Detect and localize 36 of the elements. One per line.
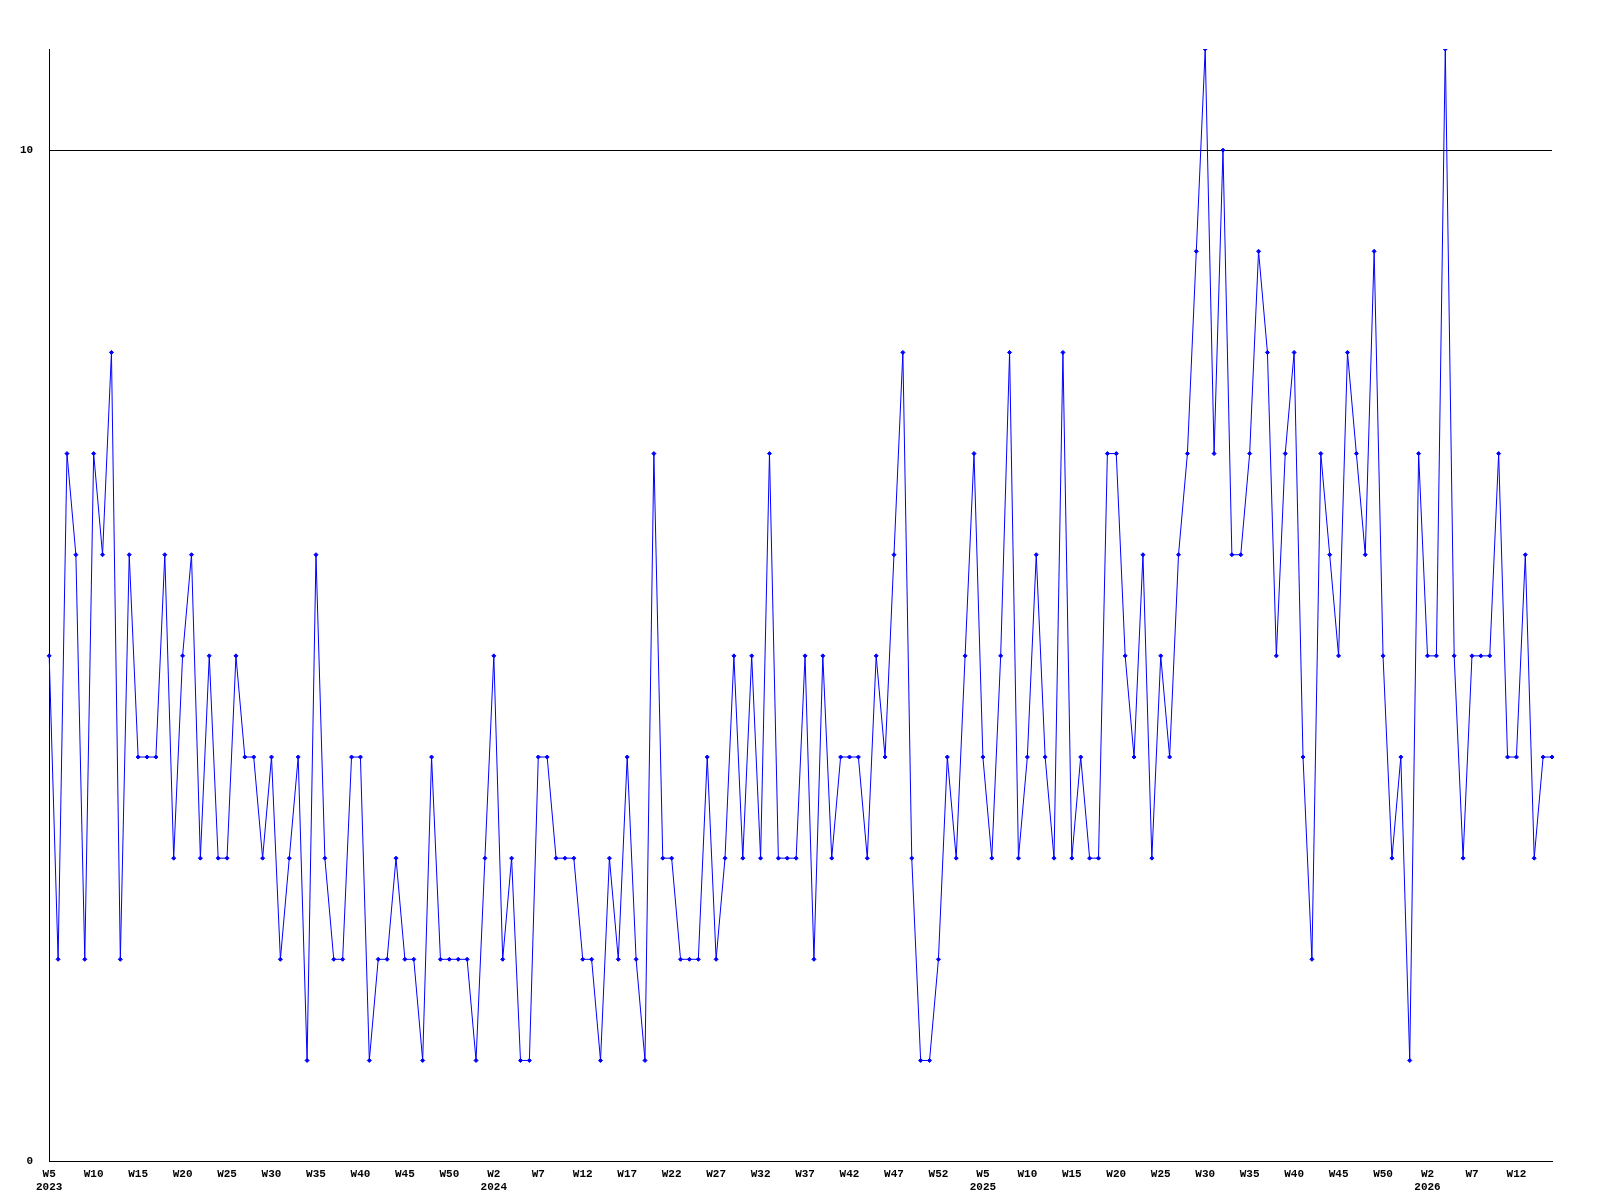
x-tick-label: W15 xyxy=(128,1167,149,1180)
x-tick-label: W37 xyxy=(795,1167,815,1180)
x-tick-label: W12 xyxy=(1506,1167,1527,1180)
y-tick-label: 10 xyxy=(20,143,34,156)
x-tick-label: W25 xyxy=(217,1167,238,1180)
y-tick-label: 0 xyxy=(26,1155,34,1168)
x-tick-label: W10 xyxy=(83,1167,104,1180)
x-tick-label: W30 xyxy=(1195,1167,1216,1180)
x-tick-label: W20 xyxy=(1106,1167,1127,1180)
x-tick-label: W45 xyxy=(1328,1167,1349,1180)
x-tick-label: W35 xyxy=(1239,1167,1260,1180)
x-tick-label: W25 xyxy=(1150,1167,1172,1180)
x-tick-label: W42 xyxy=(839,1167,860,1180)
x-tick-label: W52 xyxy=(928,1167,949,1180)
x-tick-label: W47 xyxy=(884,1167,904,1180)
x-tick-label: W15 xyxy=(1061,1167,1083,1180)
x-tick-label: W17 xyxy=(617,1167,638,1180)
x-tick-label: W35 xyxy=(306,1167,327,1180)
x-tick-label: W12 xyxy=(572,1167,593,1180)
x-tick-label: W20 xyxy=(172,1167,193,1180)
x-tick-label: W2 2024 xyxy=(480,1167,508,1194)
x-tick-label: W22 xyxy=(661,1167,682,1180)
x-tick-label: W32 xyxy=(750,1167,771,1180)
x-tick-label: W7 xyxy=(531,1167,545,1180)
x-tick-label: W40 xyxy=(350,1167,371,1180)
x-tick-label: W40 xyxy=(1284,1167,1305,1180)
x-tick-label: W7 xyxy=(1465,1167,1479,1180)
x-tick-label: W50 xyxy=(1373,1167,1393,1180)
x-tick-label: W30 xyxy=(261,1167,282,1180)
x-tick-label: W45 xyxy=(394,1167,416,1180)
x-tick-label: W27 xyxy=(706,1167,727,1180)
x-tick-label: W5 2025 xyxy=(969,1167,997,1194)
x-tick-label: W50 xyxy=(439,1167,460,1180)
x-tick-label: W10 xyxy=(1017,1167,1038,1180)
x-tick-label: W2 2026 xyxy=(1414,1167,1441,1194)
x-tick-label: W5 2023 xyxy=(36,1167,63,1194)
